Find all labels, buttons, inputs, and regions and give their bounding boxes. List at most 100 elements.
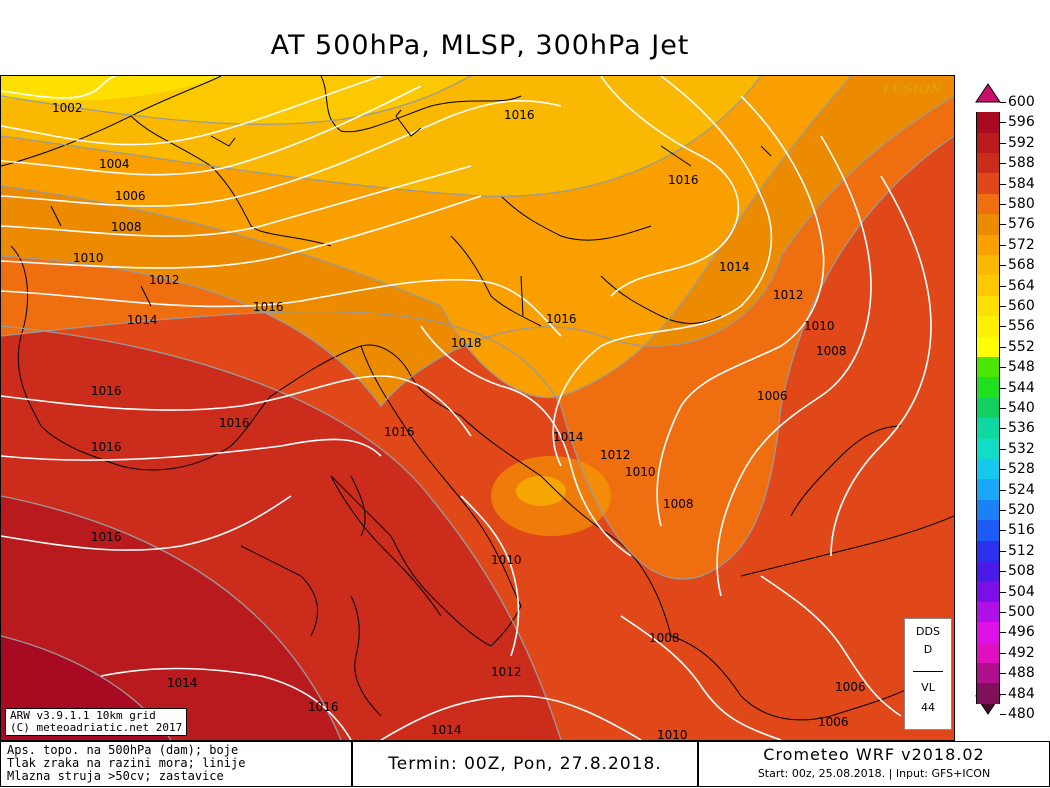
scale-swatch — [976, 642, 1000, 663]
scale-swatch — [976, 316, 1000, 337]
isobar-label: 1016 — [546, 312, 577, 326]
scale-label: 548 — [1008, 359, 1035, 376]
scale-tick — [1000, 652, 1006, 654]
scale-tick — [1000, 571, 1006, 573]
isobar-label: 1012 — [149, 273, 180, 287]
model-run-box: Crometeo WRF v2018.02 Start: 00z, 25.08.… — [698, 741, 1050, 787]
model-copyright: (C) meteoadriatic.net 2017 — [10, 721, 183, 734]
scale-swatch — [976, 193, 1000, 215]
scale-tick — [1000, 367, 1006, 369]
scale-tick — [1000, 204, 1006, 205]
dds-mid: D — [923, 643, 933, 656]
scale-arrow-top — [975, 83, 1001, 103]
scale-tick — [1000, 714, 1006, 715]
isobar-label: 1012 — [600, 448, 631, 462]
scale-label: 504 — [1008, 583, 1035, 600]
isobar-label: 1008 — [663, 497, 694, 511]
isobar-label: 1018 — [451, 336, 482, 350]
scale-label: 600 — [1008, 94, 1035, 110]
scale-tick — [1000, 550, 1006, 552]
dds-divider — [913, 671, 943, 672]
scale-tick — [1000, 428, 1006, 430]
scale-label: 544 — [1008, 379, 1035, 396]
isobar-label: 1002 — [52, 101, 83, 115]
scale-label: 524 — [1008, 481, 1035, 498]
dds-label: VL — [921, 681, 935, 694]
scale-swatch — [976, 214, 1000, 235]
isobar-label: 1014 — [167, 676, 198, 690]
scale-tick — [1000, 489, 1006, 491]
scale-swatch — [976, 112, 1000, 133]
isobar-label: 1006 — [115, 189, 146, 203]
scale-tick — [1000, 632, 1006, 634]
scale-swatch — [976, 418, 1000, 439]
isobar-label: 1010 — [804, 319, 835, 333]
scale-label: 512 — [1008, 542, 1035, 559]
geopotential-contours — [1, 76, 954, 740]
scale-swatch — [976, 132, 1000, 153]
scale-swatch — [976, 561, 1000, 582]
scale-swatch — [976, 663, 1000, 684]
scale-swatch — [976, 234, 1000, 255]
wind-barbs — [50, 109, 772, 317]
band-568-adriatic — [516, 476, 566, 506]
legend-line-isobars: Tlak zraka na razini mora; linije — [7, 756, 246, 770]
scale-tick — [1000, 142, 1006, 144]
forecast-time: Termin: 00Z, Pon, 27.8.2018. — [352, 741, 698, 787]
isobar-label: 1004 — [99, 157, 130, 171]
isobar-label: 1014 — [127, 313, 158, 327]
scale-tick — [1000, 530, 1006, 532]
scale-tick — [1000, 102, 1006, 103]
scale-label: 484 — [1008, 685, 1035, 702]
legend-line-colors: Aps. topo. na 500hPa (dam); boje — [7, 743, 239, 757]
isobar-label: 1008 — [111, 220, 142, 234]
legend-line-jet: Mlazna struja >50cv; zastavice — [7, 769, 224, 783]
model-info-box: ARW v3.9.1.1 10km grid (C) meteoadriatic… — [5, 708, 188, 736]
scale-label: 480 — [1008, 706, 1035, 722]
scale-label: 560 — [1008, 298, 1035, 314]
scale-label: 536 — [1008, 420, 1035, 437]
scale-tick — [1000, 244, 1006, 246]
coastlines — [1, 76, 954, 721]
model-run-title: Crometeo WRF v2018.02 — [763, 745, 985, 764]
dds-value: 44 — [921, 701, 935, 714]
scale-swatch — [976, 295, 1000, 317]
scale-label: 580 — [1008, 196, 1035, 212]
map-canvas — [1, 76, 954, 740]
scale-label: 588 — [1008, 155, 1035, 172]
dds-top: DDS — [916, 625, 940, 638]
isobar-label: 1010 — [657, 728, 688, 741]
scale-label: 496 — [1008, 624, 1035, 641]
isobar-label: 1008 — [649, 631, 680, 645]
scale-swatch — [976, 520, 1000, 541]
scale-tick — [1000, 693, 1006, 695]
scale-swatch — [976, 357, 1000, 378]
scale-label: 564 — [1008, 277, 1035, 294]
isobar-label: 1010 — [625, 465, 656, 479]
scale-swatch — [976, 255, 1000, 276]
scale-tick — [1000, 163, 1006, 165]
color-scale: 600 596 592 588 584 580 576 572 568 564 560 556 552 5… — [968, 82, 1048, 722]
scale-swatch — [976, 683, 1000, 704]
scale-swatch — [976, 499, 1000, 521]
isobar-label: 1016 — [504, 108, 535, 122]
isobar-label: 1010 — [491, 553, 522, 567]
scale-label: 584 — [1008, 175, 1035, 192]
scale-tick — [1000, 591, 1006, 593]
scale-tick — [1000, 469, 1006, 471]
scale-tick — [1000, 510, 1006, 511]
isobar-label: 1012 — [491, 665, 522, 679]
scale-swatch — [976, 622, 1000, 643]
isobar-label: 1016 — [308, 700, 339, 714]
scale-label: 532 — [1008, 440, 1035, 457]
model-version: ARW v3.9.1.1 10km grid — [10, 709, 156, 722]
scale-swatch — [976, 397, 1000, 419]
isobar-label: 1016 — [384, 425, 415, 439]
isobar-label: 1014 — [553, 430, 584, 444]
scale-tick — [1000, 673, 1006, 675]
scale-swatch — [976, 479, 1000, 500]
scale-label: 500 — [1008, 604, 1035, 620]
isobar-label: 1006 — [757, 389, 788, 403]
isobar-label: 1008 — [816, 344, 847, 358]
scale-swatch — [976, 540, 1000, 561]
